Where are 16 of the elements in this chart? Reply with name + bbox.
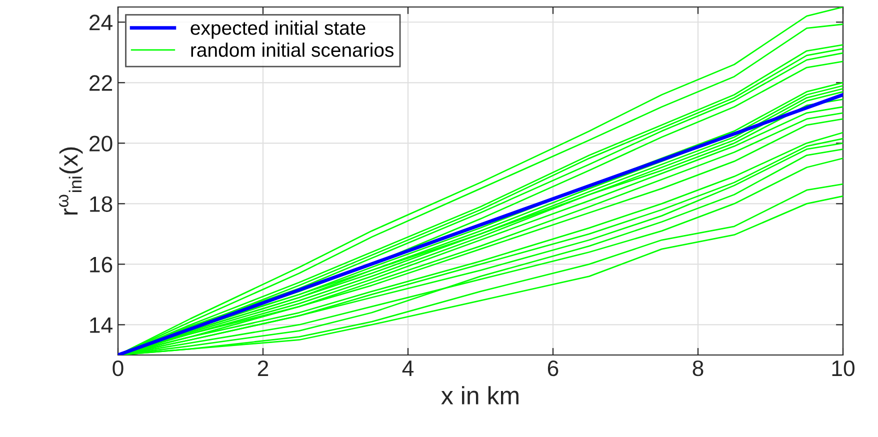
x-tick-label: 10 bbox=[832, 360, 854, 376]
legend-label: random initial scenarios bbox=[191, 42, 394, 57]
y-tick-label: 14 bbox=[90, 318, 112, 333]
x-tick-label: 2 bbox=[258, 360, 268, 376]
x-tick-label: 0 bbox=[112, 360, 124, 376]
x-tick-label: 8 bbox=[692, 360, 704, 376]
y-tick-label: 16 bbox=[90, 256, 112, 272]
y-tick-label: 22 bbox=[90, 75, 112, 91]
y-tick-label: 18 bbox=[90, 196, 112, 212]
x-tick-label: 4 bbox=[402, 360, 414, 376]
y-tick-label: 24 bbox=[90, 14, 112, 30]
y-tick-label: 20 bbox=[90, 136, 112, 152]
y-axis-title: r$^{ω}$$_{ini}$(x) bbox=[58, 147, 83, 215]
x-tick-label: 6 bbox=[548, 360, 558, 376]
x-axis-title: x in km bbox=[441, 386, 518, 404]
legend-label: expected initial state bbox=[190, 20, 366, 39]
